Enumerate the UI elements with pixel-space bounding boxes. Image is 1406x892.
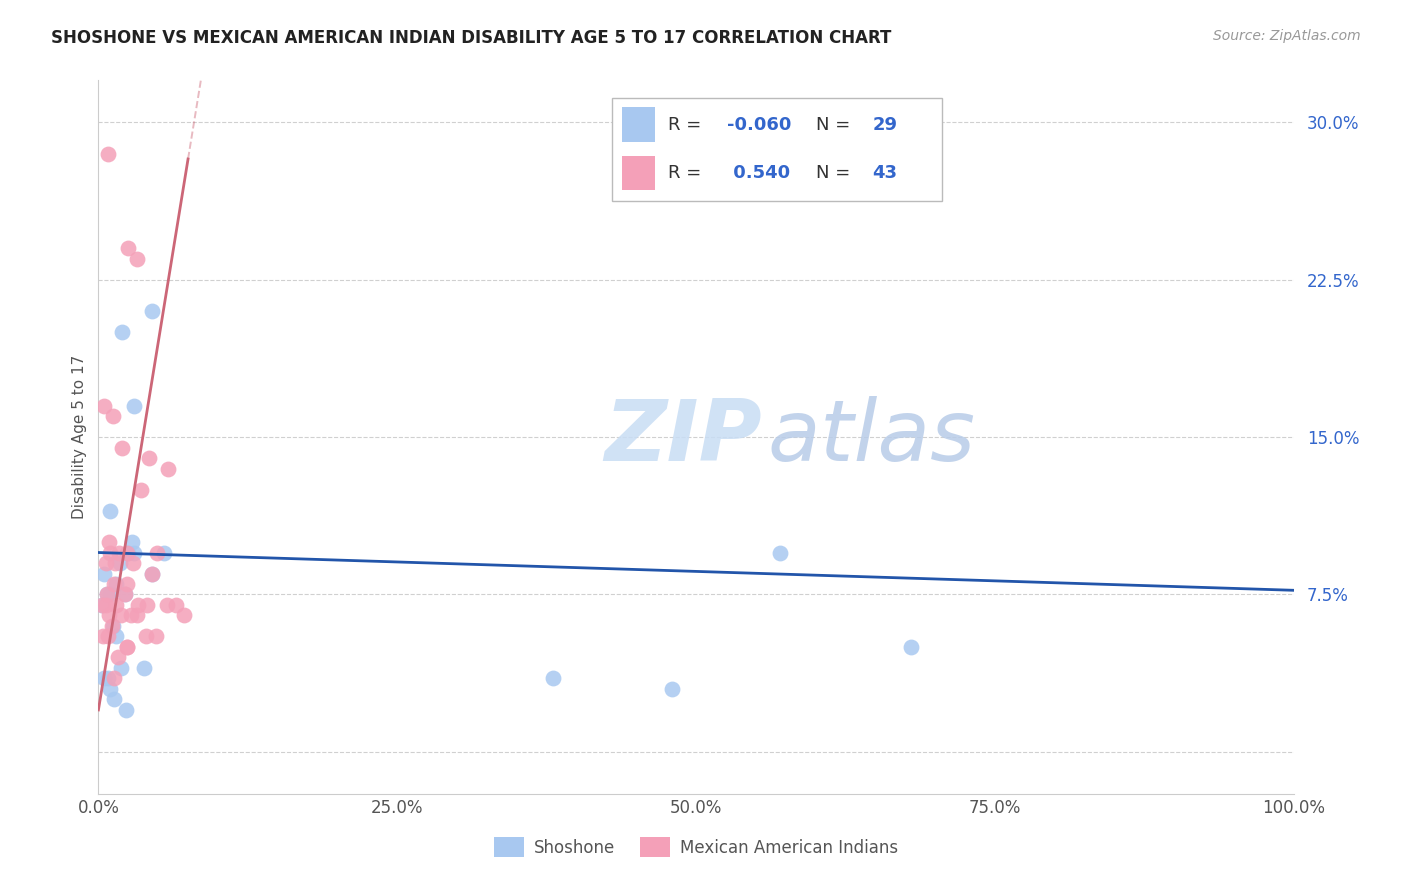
- Point: [120, 608, 142, 623]
- Point: [101, 409, 124, 423]
- Point: [125, 252, 148, 266]
- Point: [145, 630, 167, 644]
- Point: [91, 598, 114, 612]
- Point: [114, 587, 136, 601]
- Point: [769, 545, 792, 559]
- Point: [91, 630, 114, 644]
- Point: [98, 608, 121, 623]
- Point: [103, 672, 125, 686]
- Point: [124, 545, 146, 559]
- Point: [115, 577, 138, 591]
- Point: [107, 545, 129, 559]
- Point: [110, 661, 132, 675]
- Point: [98, 535, 121, 549]
- Point: [105, 630, 128, 644]
- Text: atlas: atlas: [768, 395, 976, 479]
- Point: [156, 461, 179, 475]
- Point: [165, 598, 187, 612]
- Point: [541, 672, 564, 686]
- Point: [115, 545, 138, 559]
- Text: -0.060: -0.060: [727, 116, 792, 134]
- Text: N =: N =: [817, 116, 856, 134]
- Point: [101, 619, 124, 633]
- Point: [97, 630, 120, 644]
- Point: [98, 545, 122, 559]
- Point: [103, 692, 125, 706]
- Point: [124, 399, 146, 413]
- Point: [97, 672, 120, 686]
- Point: [115, 703, 138, 717]
- Point: [115, 640, 138, 654]
- Point: [125, 608, 148, 623]
- Text: SHOSHONE VS MEXICAN AMERICAN INDIAN DISABILITY AGE 5 TO 17 CORRELATION CHART: SHOSHONE VS MEXICAN AMERICAN INDIAN DISA…: [51, 29, 891, 46]
- Point: [153, 545, 176, 559]
- Point: [91, 598, 114, 612]
- Point: [661, 681, 683, 696]
- Point: [93, 566, 115, 581]
- Point: [94, 598, 117, 612]
- Point: [94, 556, 117, 570]
- Point: [155, 598, 177, 612]
- Point: [127, 598, 149, 612]
- Point: [107, 650, 129, 665]
- Text: 43: 43: [873, 164, 897, 182]
- Legend: Shoshone, Mexican American Indians: Shoshone, Mexican American Indians: [486, 830, 905, 864]
- Point: [98, 503, 122, 517]
- Text: Source: ZipAtlas.com: Source: ZipAtlas.com: [1213, 29, 1361, 43]
- Text: ZIP: ZIP: [605, 395, 762, 479]
- Bar: [621, 107, 655, 142]
- Point: [121, 535, 143, 549]
- Point: [103, 577, 125, 591]
- Point: [98, 681, 122, 696]
- Point: [111, 441, 134, 455]
- Point: [115, 640, 138, 654]
- Point: [96, 587, 118, 601]
- Point: [122, 556, 145, 570]
- Point: [97, 146, 120, 161]
- Point: [132, 661, 155, 675]
- Point: [108, 556, 131, 570]
- Point: [138, 451, 160, 466]
- Point: [110, 608, 132, 623]
- Point: [117, 545, 139, 559]
- Point: [111, 325, 134, 339]
- Text: 0.540: 0.540: [727, 164, 790, 182]
- Text: R =: R =: [668, 116, 707, 134]
- Point: [105, 598, 128, 612]
- Point: [135, 630, 157, 644]
- Point: [98, 587, 122, 601]
- Y-axis label: Disability Age 5 to 17: Disability Age 5 to 17: [72, 355, 87, 519]
- Point: [117, 241, 139, 255]
- Point: [131, 483, 153, 497]
- Point: [141, 566, 163, 581]
- Point: [100, 619, 122, 633]
- Bar: [621, 155, 655, 190]
- Text: R =: R =: [668, 164, 707, 182]
- Point: [105, 577, 128, 591]
- Point: [93, 672, 115, 686]
- Text: N =: N =: [817, 164, 856, 182]
- Point: [900, 640, 922, 654]
- Point: [141, 304, 163, 318]
- Point: [96, 587, 118, 601]
- Text: 29: 29: [873, 116, 897, 134]
- Point: [104, 556, 127, 570]
- Point: [146, 545, 169, 559]
- Point: [141, 566, 163, 581]
- Point: [114, 587, 136, 601]
- Point: [173, 608, 195, 623]
- Point: [93, 399, 115, 413]
- Point: [136, 598, 159, 612]
